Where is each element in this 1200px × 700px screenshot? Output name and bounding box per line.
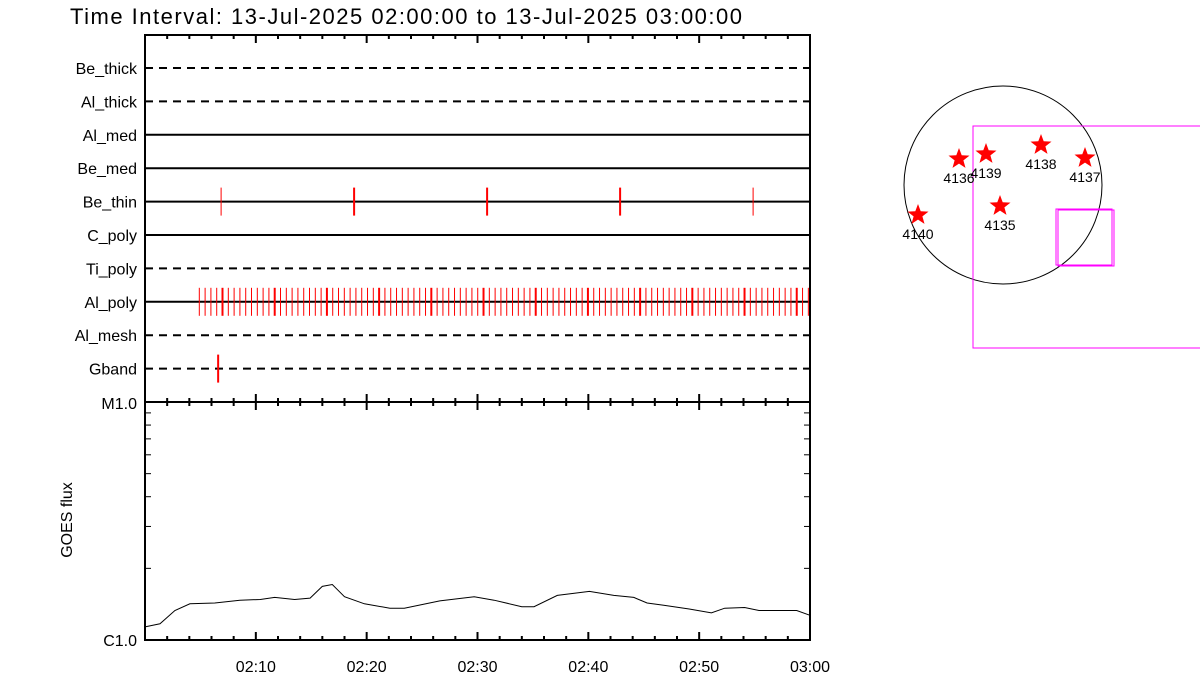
x-tick-label: 02:40 — [568, 659, 608, 676]
active-region-label: 4137 — [1069, 169, 1100, 185]
filter-label-be_med: Be_med — [77, 161, 137, 178]
goes-frame — [144, 401, 811, 641]
filter-label-al_poly: Al_poly — [85, 295, 137, 312]
active-region-star-icon — [1030, 134, 1052, 154]
active-region-star-icon — [989, 195, 1011, 215]
filter-timeline-panel: Be_thick Al_thick Al_med Be_med Be_thin C_pol… — [75, 34, 811, 410]
y-tick-label-bottom: C1.0 — [103, 633, 137, 650]
x-tick-label: 02:10 — [236, 659, 276, 676]
active-region-star-icon — [975, 143, 997, 163]
x-tick-label: 02:20 — [347, 659, 387, 676]
filter-label-al_thick: Al_thick — [81, 94, 138, 111]
filter-label-ti_poly: Ti_poly — [86, 261, 137, 278]
chart-title: Time Interval: 13-Jul-2025 02:00:00 to 1… — [70, 4, 744, 29]
goes-flux-panel: GOES flux M1.0 C1.0 02:10 02:20 02:30 02:40… — [59, 396, 830, 676]
filter-label-al_mesh: Al_mesh — [75, 328, 137, 345]
fov-box-small — [1055, 208, 1113, 266]
x-tick-label: 02:50 — [679, 659, 719, 676]
y-axis-label: GOES flux — [59, 482, 76, 558]
y-tick-label-top: M1.0 — [101, 396, 137, 413]
x-tick-label: 03:00 — [790, 659, 830, 676]
active-region-star-icon — [948, 148, 970, 168]
active-region-label: 4136 — [943, 170, 974, 186]
x-tick-label: 02:30 — [457, 659, 497, 676]
goes-flux-line — [144, 583, 811, 628]
fov-box-large — [972, 125, 1200, 349]
active-region-label: 4140 — [902, 226, 933, 242]
filter-label-be_thick: Be_thick — [76, 61, 138, 78]
active-region-label: 4135 — [984, 217, 1015, 233]
filter-label-al_med: Al_med — [83, 128, 137, 145]
active-region-star-icon — [907, 204, 929, 224]
active-region-star-icon — [1074, 147, 1096, 167]
solar-disk-outline — [903, 85, 1103, 285]
timeline-frame — [144, 34, 811, 403]
fov-box-small — [1057, 209, 1115, 267]
filter-label-c_poly: C_poly — [87, 228, 137, 245]
filter-label-gband: Gband — [89, 362, 137, 379]
filter-label-be_thin: Be_thin — [83, 195, 137, 212]
active-region-label: 4138 — [1025, 156, 1056, 172]
active-region-label: 4139 — [970, 165, 1001, 181]
